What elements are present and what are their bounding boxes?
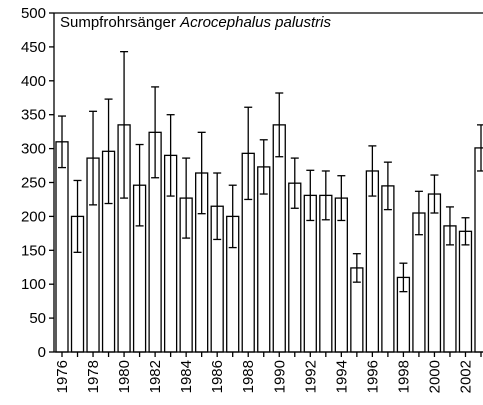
x-tick-label: 1988 bbox=[240, 360, 257, 393]
x-tick-label: 1998 bbox=[395, 360, 412, 393]
x-tick-label: 1994 bbox=[333, 360, 350, 393]
y-tick-label: 100 bbox=[21, 276, 46, 293]
x-tick-label: 1984 bbox=[178, 360, 195, 393]
y-tick-label: 500 bbox=[21, 5, 46, 22]
x-tick-label: 1990 bbox=[271, 360, 288, 393]
title-common: Sumpfrohrsänger bbox=[60, 14, 176, 31]
x-tick-label: 1978 bbox=[85, 360, 102, 393]
bar bbox=[427, 193, 442, 353]
bar bbox=[55, 141, 69, 353]
y-tick-label: 250 bbox=[21, 175, 46, 192]
bar bbox=[365, 170, 380, 353]
x-tick-label: 1992 bbox=[302, 360, 319, 393]
x-tick-label: 2000 bbox=[426, 360, 443, 393]
y-tick-label: 50 bbox=[29, 310, 46, 327]
bar bbox=[272, 124, 286, 353]
x-tick-label: 1986 bbox=[209, 360, 226, 393]
x-tick-label: 1996 bbox=[364, 360, 381, 393]
x-tick-label: 2002 bbox=[457, 360, 474, 393]
bar bbox=[458, 230, 473, 353]
y-tick-label: 400 bbox=[21, 73, 46, 90]
bar bbox=[381, 185, 395, 353]
y-tick-label: 150 bbox=[21, 242, 46, 259]
y-tick-label: 0 bbox=[38, 344, 46, 361]
y-tick-label: 300 bbox=[21, 141, 46, 158]
x-tick-label: 1976 bbox=[54, 360, 71, 393]
bar bbox=[334, 197, 348, 353]
x-tick-label: 1980 bbox=[116, 360, 133, 393]
y-tick-label: 450 bbox=[21, 39, 46, 56]
title-latin: Acrocephalus palustris bbox=[179, 14, 331, 31]
y-tick-label: 200 bbox=[21, 208, 46, 225]
bar bbox=[474, 147, 483, 353]
chart-title: Sumpfrohrsänger Acrocephalus palustris bbox=[60, 14, 331, 31]
y-tick-label: 350 bbox=[21, 107, 46, 124]
x-tick-label: 1982 bbox=[147, 360, 164, 393]
